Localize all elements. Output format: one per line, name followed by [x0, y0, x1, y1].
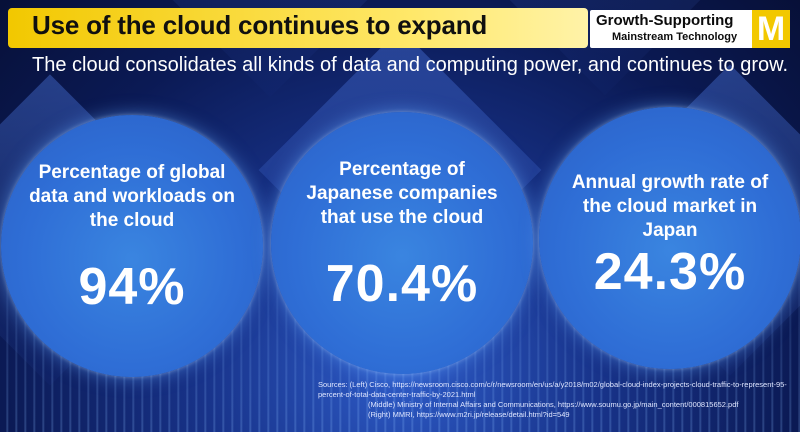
sources-footnote: Sources: (Left) Cisco, https://newsroom.…: [318, 380, 796, 420]
category-letter-badge: M: [752, 10, 790, 48]
stat-label: Percentage of global data and workloads …: [29, 162, 235, 231]
category-tag-subtitle: Mainstream Technology: [612, 31, 738, 43]
source-right: (Right) MMRI, https://www.m2ri.jp/releas…: [368, 410, 570, 419]
category-tag-title: Growth-Supporting: [596, 12, 734, 29]
page-title: Use of the cloud continues to expand: [32, 10, 488, 40]
stat-circle-japanese-companies: Percentage of Japanese companies that us…: [271, 112, 533, 374]
stat-value: 24.3%: [593, 243, 747, 301]
stat-value: 94%: [78, 258, 186, 316]
title-bar: [8, 8, 588, 48]
stat-circle-growth-rate: Annual growth rate of the cloud market i…: [539, 107, 800, 369]
subtitle: The cloud consolidates all kinds of data…: [32, 54, 789, 76]
source-left: Sources: (Left) Cisco, https://newsroom.…: [318, 380, 787, 399]
source-middle: (Middle) Ministry of Internal Affairs an…: [368, 400, 739, 409]
stat-label: Annual growth rate of the cloud market i…: [571, 172, 769, 241]
stat-circle-global-cloud: Percentage of global data and workloads …: [1, 115, 263, 377]
stat-value: 70.4%: [325, 255, 479, 313]
stat-label: Percentage of Japanese companies that us…: [306, 159, 498, 228]
